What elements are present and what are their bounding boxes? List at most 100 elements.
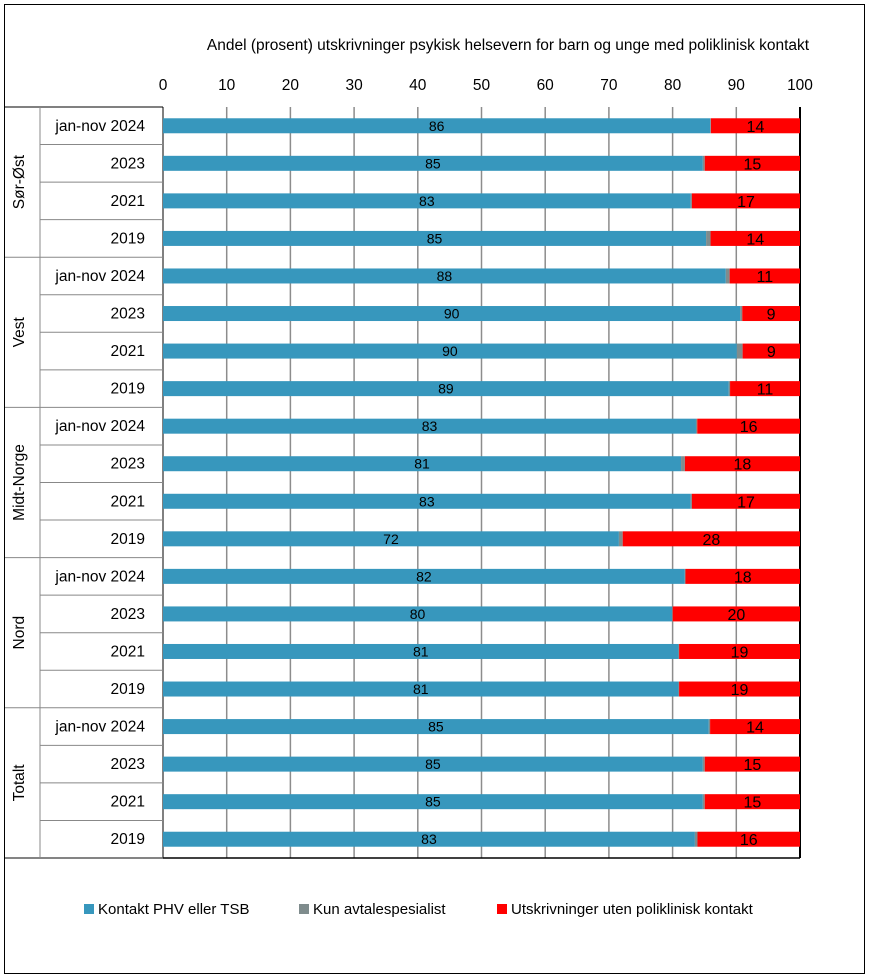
chart-frame — [4, 4, 865, 974]
bar-segment-phv-tsb — [163, 418, 696, 434]
x-tick-label: 30 — [345, 77, 363, 94]
x-tick-label: 10 — [218, 77, 236, 94]
data-label: 83 — [422, 418, 438, 434]
group-label: Nord — [11, 616, 28, 650]
data-label: 85 — [425, 155, 441, 171]
data-label: 14 — [746, 231, 764, 248]
data-label: 85 — [428, 719, 444, 735]
bar-segment-avtalespesialist — [708, 719, 711, 735]
bar-segment-phv-tsb — [163, 643, 679, 659]
row-label: 2021 — [111, 643, 145, 660]
x-tick-label: 80 — [664, 77, 682, 94]
bar-segment-phv-tsb — [163, 794, 703, 810]
data-label: 81 — [414, 456, 430, 472]
legend-label: Utskrivninger uten poliklinisk kontakt — [511, 901, 754, 918]
bar-segment-avtalespesialist — [702, 756, 705, 772]
data-label: 86 — [429, 118, 445, 134]
bar-segment-uten-kontakt — [684, 456, 800, 472]
data-label: 90 — [442, 343, 458, 359]
legend-label: Kontakt PHV eller TSB — [98, 901, 249, 918]
data-label: 20 — [727, 607, 745, 624]
row-label: jan-nov 2024 — [54, 418, 145, 435]
bar-segment-phv-tsb — [163, 719, 709, 735]
data-label: 14 — [746, 720, 764, 737]
bar-segment-phv-tsb — [163, 118, 711, 134]
bar-segment-uten-kontakt — [704, 155, 800, 171]
x-tick-label: 0 — [159, 77, 168, 94]
data-label: 19 — [731, 682, 749, 699]
bar-segment-avtalespesialist — [702, 155, 705, 171]
bar-segment-uten-kontakt — [730, 381, 800, 397]
bar-segment-phv-tsb — [163, 606, 673, 622]
bar-segment-uten-kontakt — [685, 568, 800, 584]
data-label: 88 — [437, 268, 453, 284]
data-label: 15 — [743, 795, 761, 812]
bar-segment-phv-tsb — [163, 155, 703, 171]
bar-segment-uten-kontakt — [679, 681, 800, 697]
legend-swatch — [299, 904, 309, 914]
x-tick-label: 60 — [537, 77, 555, 94]
chart-title: Andel (prosent) utskrivninger psykisk he… — [207, 37, 810, 54]
row-label: 2023 — [111, 306, 145, 323]
row-label: 2023 — [111, 155, 145, 172]
data-label: 85 — [425, 756, 441, 772]
x-tick-label: 50 — [473, 77, 491, 94]
bar-segment-uten-kontakt — [710, 230, 800, 246]
row-label: 2019 — [111, 531, 145, 548]
bar-segment-avtalespesialist — [681, 456, 685, 472]
bar-segment-uten-kontakt — [679, 643, 800, 659]
data-label: 16 — [740, 419, 758, 436]
data-label: 72 — [383, 531, 399, 547]
data-label: 89 — [438, 381, 454, 397]
row-label: 2023 — [111, 756, 145, 773]
row-label: 2021 — [111, 493, 145, 510]
data-label: 83 — [419, 493, 435, 509]
bar-segment-uten-kontakt — [697, 831, 800, 847]
legend-swatch — [84, 904, 94, 914]
bar-segment-avtalespesialist — [706, 230, 711, 246]
data-label: 85 — [427, 230, 443, 246]
bar-segment-avtalespesialist — [728, 381, 731, 397]
bar-segment-avtalespesialist — [725, 268, 730, 284]
data-label: 28 — [702, 532, 720, 549]
bar-segment-uten-kontakt — [622, 531, 800, 547]
bar-segment-uten-kontakt — [704, 756, 800, 772]
group-label: Sør-Øst — [11, 154, 28, 209]
bar-segment-uten-kontakt — [691, 493, 800, 509]
data-label: 18 — [734, 569, 752, 586]
data-label: 19 — [731, 644, 749, 661]
data-label: 18 — [734, 457, 752, 474]
bar-segment-avtalespesialist — [736, 343, 743, 359]
bar-segment-uten-kontakt — [704, 794, 800, 810]
row-label: 2023 — [111, 456, 145, 473]
bar-segment-avtalespesialist — [695, 418, 698, 434]
row-label: 2019 — [111, 230, 145, 247]
data-label: 81 — [413, 643, 429, 659]
row-label: jan-nov 2024 — [54, 568, 145, 585]
bar-segment-phv-tsb — [163, 230, 707, 246]
row-label: 2023 — [111, 606, 145, 623]
bar-segment-phv-tsb — [163, 756, 703, 772]
bar-segment-avtalespesialist — [694, 831, 698, 847]
data-label: 80 — [410, 606, 426, 622]
bar-segment-avtalespesialist — [690, 493, 692, 509]
bar-segment-phv-tsb — [163, 306, 741, 322]
x-tick-label: 70 — [600, 77, 618, 94]
row-label: 2021 — [111, 794, 145, 811]
bar-segment-avtalespesialist — [618, 531, 623, 547]
x-tick-label: 40 — [409, 77, 427, 94]
data-label: 90 — [444, 306, 460, 322]
bar-segment-phv-tsb — [163, 831, 695, 847]
bar-segment-avtalespesialist — [672, 606, 673, 622]
row-label: jan-nov 2024 — [54, 118, 145, 135]
bar-segment-phv-tsb — [163, 568, 685, 584]
bar-segment-avtalespesialist — [690, 193, 692, 209]
row-label: 2019 — [111, 831, 145, 848]
bar-segment-uten-kontakt — [742, 343, 800, 359]
bar-segment-avtalespesialist — [710, 118, 711, 134]
bar-segment-uten-kontakt — [691, 193, 800, 209]
row-label: 2019 — [111, 381, 145, 398]
data-label: 17 — [737, 494, 755, 511]
data-label: 15 — [743, 156, 761, 173]
bar-segment-uten-kontakt — [742, 306, 800, 322]
